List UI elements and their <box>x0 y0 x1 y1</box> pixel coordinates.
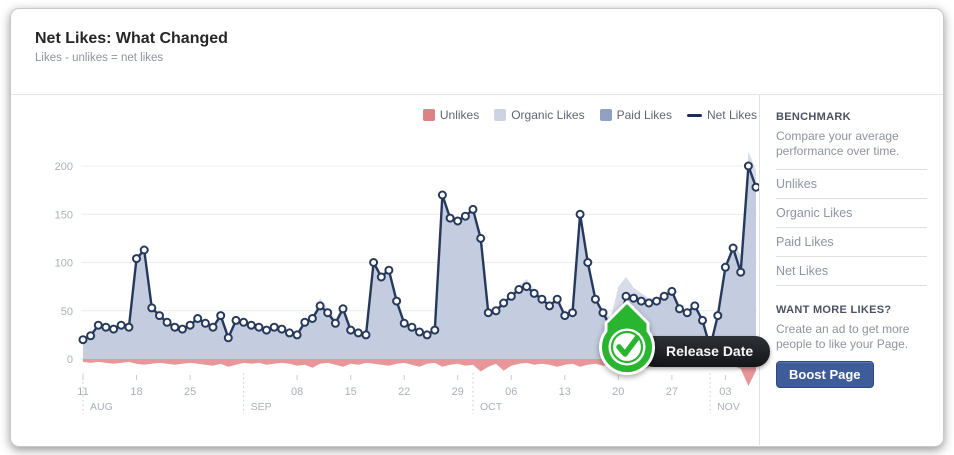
svg-text:06: 06 <box>505 386 517 398</box>
checkmark-pin-icon <box>599 300 655 376</box>
benchmark-item-list: Unlikes Organic Likes Paid Likes Net Likes <box>776 170 927 286</box>
svg-text:0: 0 <box>67 354 73 366</box>
svg-text:100: 100 <box>55 258 73 270</box>
chart-section: Unlikes Organic Likes Paid Likes Net Likes … <box>11 95 771 445</box>
legend-swatch-organic-likes <box>494 109 507 121</box>
chart-legend: Unlikes Organic Likes Paid Likes Net Likes <box>422 108 757 122</box>
legend-swatch-net-likes <box>686 113 702 117</box>
card-body: Unlikes Organic Likes Paid Likes Net Likes … <box>11 95 943 445</box>
svg-text:13: 13 <box>559 386 571 398</box>
svg-text:08: 08 <box>291 386 303 398</box>
legend-label: Paid Likes <box>616 108 672 122</box>
legend-label: Organic Likes <box>511 108 585 122</box>
release-date-marker[interactable] <box>595 300 659 382</box>
page-subtitle: Likes - unlikes = net likes <box>35 52 164 64</box>
svg-text:18: 18 <box>130 386 142 398</box>
legend-item-net-likes[interactable]: Net Likes <box>686 108 757 122</box>
svg-text:03: 03 <box>719 386 731 398</box>
svg-text:AUG: AUG <box>90 401 113 413</box>
svg-text:150: 150 <box>55 209 73 221</box>
legend-swatch-paid-likes <box>599 109 612 121</box>
svg-text:27: 27 <box>666 386 678 398</box>
legend-item-paid-likes[interactable]: Paid Likes <box>599 108 672 122</box>
svg-text:29: 29 <box>452 386 464 398</box>
svg-text:50: 50 <box>61 306 73 318</box>
benchmark-sidebar: BENCHMARK Compare your average performan… <box>759 95 943 445</box>
benchmark-item-organic-likes[interactable]: Organic Likes <box>776 199 927 228</box>
legend-swatch-unlikes <box>422 109 435 121</box>
promo-description: Create an ad to get more people to like … <box>776 322 910 351</box>
card-header: Net Likes: What Changed Likes - unlikes … <box>11 9 943 95</box>
legend-label: Unlikes <box>439 108 480 122</box>
svg-text:11: 11 <box>77 386 88 398</box>
svg-text:200: 200 <box>55 161 73 173</box>
release-date-tooltip-label: Release Date <box>666 343 754 359</box>
legend-item-organic-likes[interactable]: Organic Likes <box>494 108 585 122</box>
legend-label: Net Likes <box>706 108 757 122</box>
boost-page-button[interactable]: Boost Page <box>776 361 874 388</box>
svg-text:OCT: OCT <box>480 401 503 413</box>
page-title: Net Likes: What Changed <box>35 30 228 47</box>
svg-text:22: 22 <box>398 386 410 398</box>
benchmark-title: BENCHMARK <box>776 111 851 123</box>
svg-text:15: 15 <box>345 386 357 398</box>
promo-section: WANT MORE LIKES? Create an ad to get mor… <box>776 302 927 388</box>
svg-text:20: 20 <box>612 386 624 398</box>
benchmark-description: Compare your average performance over ti… <box>776 129 927 170</box>
legend-item-unlikes[interactable]: Unlikes <box>422 108 480 122</box>
benchmark-item-paid-likes[interactable]: Paid Likes <box>776 228 927 257</box>
insights-card: Net Likes: What Changed Likes - unlikes … <box>10 8 944 447</box>
release-date-tooltip: Release Date <box>639 336 771 367</box>
svg-text:NOV: NOV <box>717 401 740 413</box>
svg-text:25: 25 <box>184 386 196 398</box>
svg-text:SEP: SEP <box>251 401 272 413</box>
benchmark-item-net-likes[interactable]: Net Likes <box>776 257 927 286</box>
promo-title: WANT MORE LIKES? <box>776 304 892 316</box>
benchmark-item-unlikes[interactable]: Unlikes <box>776 170 927 199</box>
